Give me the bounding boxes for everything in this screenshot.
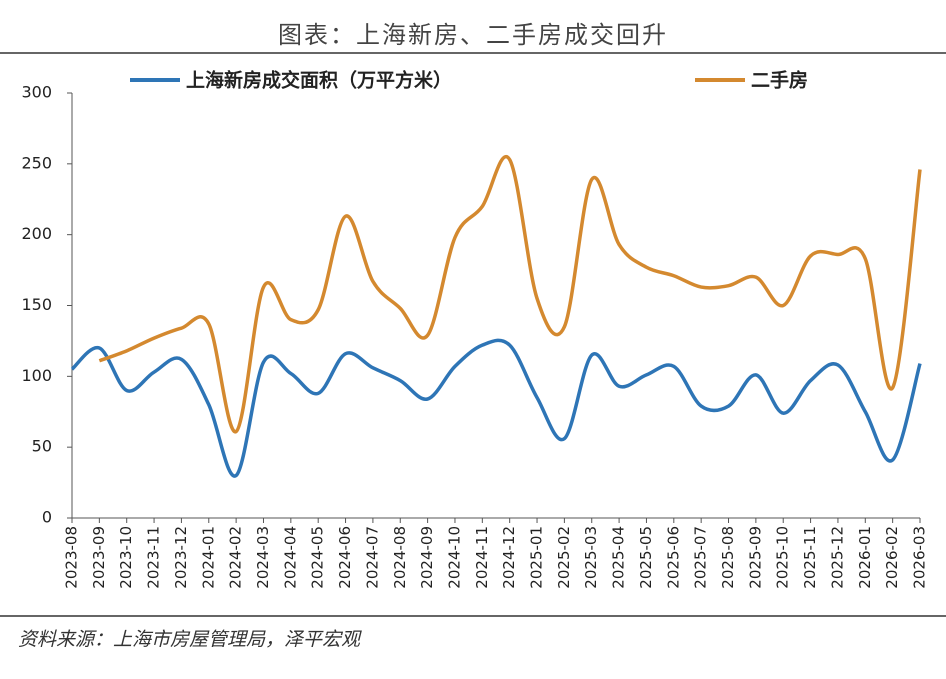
- source: 资料来源：上海市房屋管理局，泽平宏观: [18, 629, 362, 651]
- y-tick-label: 100: [21, 366, 52, 385]
- x-tick-label: 2025-09: [746, 526, 764, 589]
- x-tick-label: 2025-08: [719, 526, 737, 589]
- y-tick-label: 0: [42, 508, 52, 527]
- x-tick-label: 2024-02: [227, 526, 245, 589]
- legend-label: 二手房: [751, 69, 808, 92]
- series-line: [98, 155, 922, 434]
- x-tick-label: 2025-10: [774, 526, 792, 589]
- x-tick-label: 2026-02: [883, 526, 901, 589]
- chart-title: 图表：上海新房、二手房成交回升: [278, 21, 668, 49]
- series-line: [70, 338, 922, 478]
- x-tick-label: 2024-12: [500, 526, 518, 589]
- x-tick-label: 2024-10: [445, 526, 463, 589]
- x-tick-label: 2024-05: [309, 526, 327, 589]
- legend-label: 上海新房成交面积（万平方米）: [186, 69, 452, 92]
- x-tick-label: 2024-11: [473, 526, 491, 589]
- x-tick-label: 2023-09: [90, 526, 108, 589]
- x-tick-label: 2024-06: [336, 526, 354, 589]
- x-tick-label: 2023-10: [117, 526, 135, 589]
- x-tick-label: 2025-12: [828, 526, 846, 589]
- x-tick-label: 2025-01: [528, 526, 546, 589]
- y-tick-label: 300: [21, 83, 52, 102]
- x-tick-label: 2024-07: [363, 526, 381, 589]
- x-tick-label: 2023-11: [145, 526, 163, 589]
- x-tick-label: 2024-08: [391, 526, 409, 589]
- x-tick-label: 2025-02: [555, 526, 573, 589]
- x-tick-label: 2023-08: [63, 526, 81, 589]
- x-tick-label: 2025-06: [664, 526, 682, 589]
- x-tick-label: 2026-03: [911, 526, 929, 589]
- x-tick-label: 2025-05: [637, 526, 655, 589]
- y-tick-label: 50: [32, 437, 52, 456]
- x-tick-label: 2023-12: [172, 526, 190, 589]
- x-tick-label: 2024-09: [418, 526, 436, 589]
- x-tick-label: 2025-11: [801, 526, 819, 589]
- x-tick-label: 2024-01: [199, 526, 217, 589]
- y-tick-label: 150: [21, 295, 52, 314]
- x-tick-label: 2025-04: [610, 526, 628, 589]
- y-tick-label: 250: [21, 153, 52, 172]
- y-tick-label: 200: [21, 224, 52, 243]
- x-tick-label: 2025-03: [582, 526, 600, 589]
- x-tick-label: 2025-07: [692, 526, 710, 589]
- x-tick-label: 2024-03: [254, 526, 272, 589]
- x-tick-label: 2024-04: [281, 526, 299, 589]
- x-tick-label: 2026-01: [856, 526, 874, 589]
